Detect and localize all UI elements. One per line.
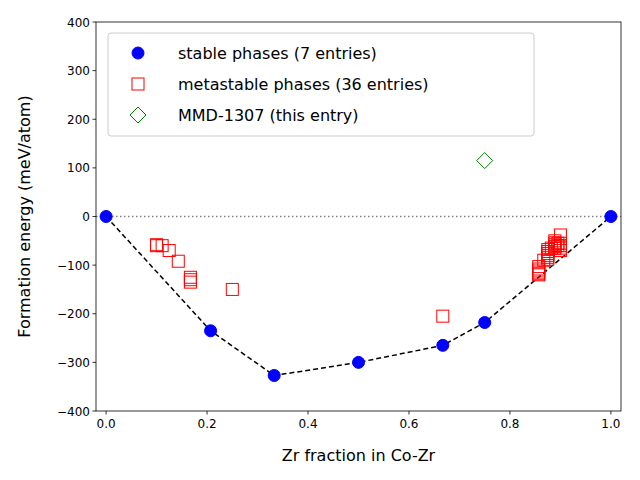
y-tick	[93, 265, 97, 266]
y-tick	[93, 70, 97, 71]
zero-line	[96, 216, 621, 218]
frame	[96, 22, 621, 411]
legend-label: MMD-1307 (this entry)	[178, 106, 359, 125]
point	[552, 237, 564, 249]
legend: stable phases (7 entries) metastable phas…	[108, 33, 534, 136]
point	[477, 153, 493, 169]
y-tick-label: −200	[57, 307, 90, 321]
point	[554, 245, 566, 257]
x-tick-label: 1.0	[601, 417, 620, 431]
legend-box	[108, 33, 534, 136]
legend-marker	[132, 78, 144, 90]
x-axis-label: Zr fraction in Co-Zr	[282, 446, 436, 465]
legend-label: stable phases (7 entries)	[178, 44, 377, 63]
x-tick-label: 0.0	[97, 417, 116, 431]
y-tick	[93, 119, 97, 120]
plot-data	[96, 153, 621, 382]
y-tick-label: 0	[82, 210, 90, 224]
point	[184, 274, 196, 286]
point	[437, 310, 449, 322]
y-tick-label: 300	[67, 64, 90, 78]
point	[533, 269, 545, 281]
x-tick-label: 0.6	[399, 417, 418, 431]
y-tick	[93, 313, 97, 314]
x-tick	[408, 411, 409, 415]
hull-line	[106, 217, 611, 376]
point	[533, 268, 545, 280]
point	[205, 325, 217, 337]
y-axis-label: Formation energy (meV/atom)	[15, 95, 34, 337]
legend-marker	[130, 107, 146, 123]
y-tick-label: 200	[67, 113, 90, 127]
x-tick	[509, 411, 510, 415]
y-tick	[93, 362, 97, 363]
y-tick	[93, 411, 97, 412]
point	[353, 356, 365, 368]
y-tick-label: −400	[57, 405, 90, 419]
y-tick-label: 400	[67, 16, 90, 30]
y-tick-label: −100	[57, 259, 90, 273]
point	[479, 317, 491, 329]
x-tick	[610, 411, 611, 415]
point	[226, 283, 238, 295]
point	[554, 237, 566, 249]
point	[184, 271, 196, 283]
point	[554, 242, 566, 254]
legend-marker	[132, 47, 144, 59]
chart: 0.0 0.2 0.4 0.6 0.8 1.0 −400 −300 −200 −100 0 100 20…	[0, 0, 640, 480]
point	[268, 370, 280, 382]
point	[172, 255, 184, 267]
point	[437, 339, 449, 351]
x-tick	[207, 411, 208, 415]
x-tick	[106, 411, 107, 415]
point	[156, 240, 168, 252]
point	[605, 211, 617, 223]
y-tick-label: 100	[67, 161, 90, 175]
x-tick-label: 0.8	[500, 417, 519, 431]
legend-label: metastable phases (36 entries)	[178, 75, 429, 94]
y-tick	[93, 22, 97, 23]
x-tick-label: 0.2	[198, 417, 217, 431]
x-tick	[308, 411, 309, 415]
y-tick	[93, 216, 97, 217]
background	[0, 0, 640, 480]
point	[100, 211, 112, 223]
y-tick-label: −300	[57, 356, 90, 370]
point	[554, 240, 566, 252]
y-tick	[93, 167, 97, 168]
x-tick-label: 0.4	[298, 417, 317, 431]
point	[184, 276, 196, 288]
